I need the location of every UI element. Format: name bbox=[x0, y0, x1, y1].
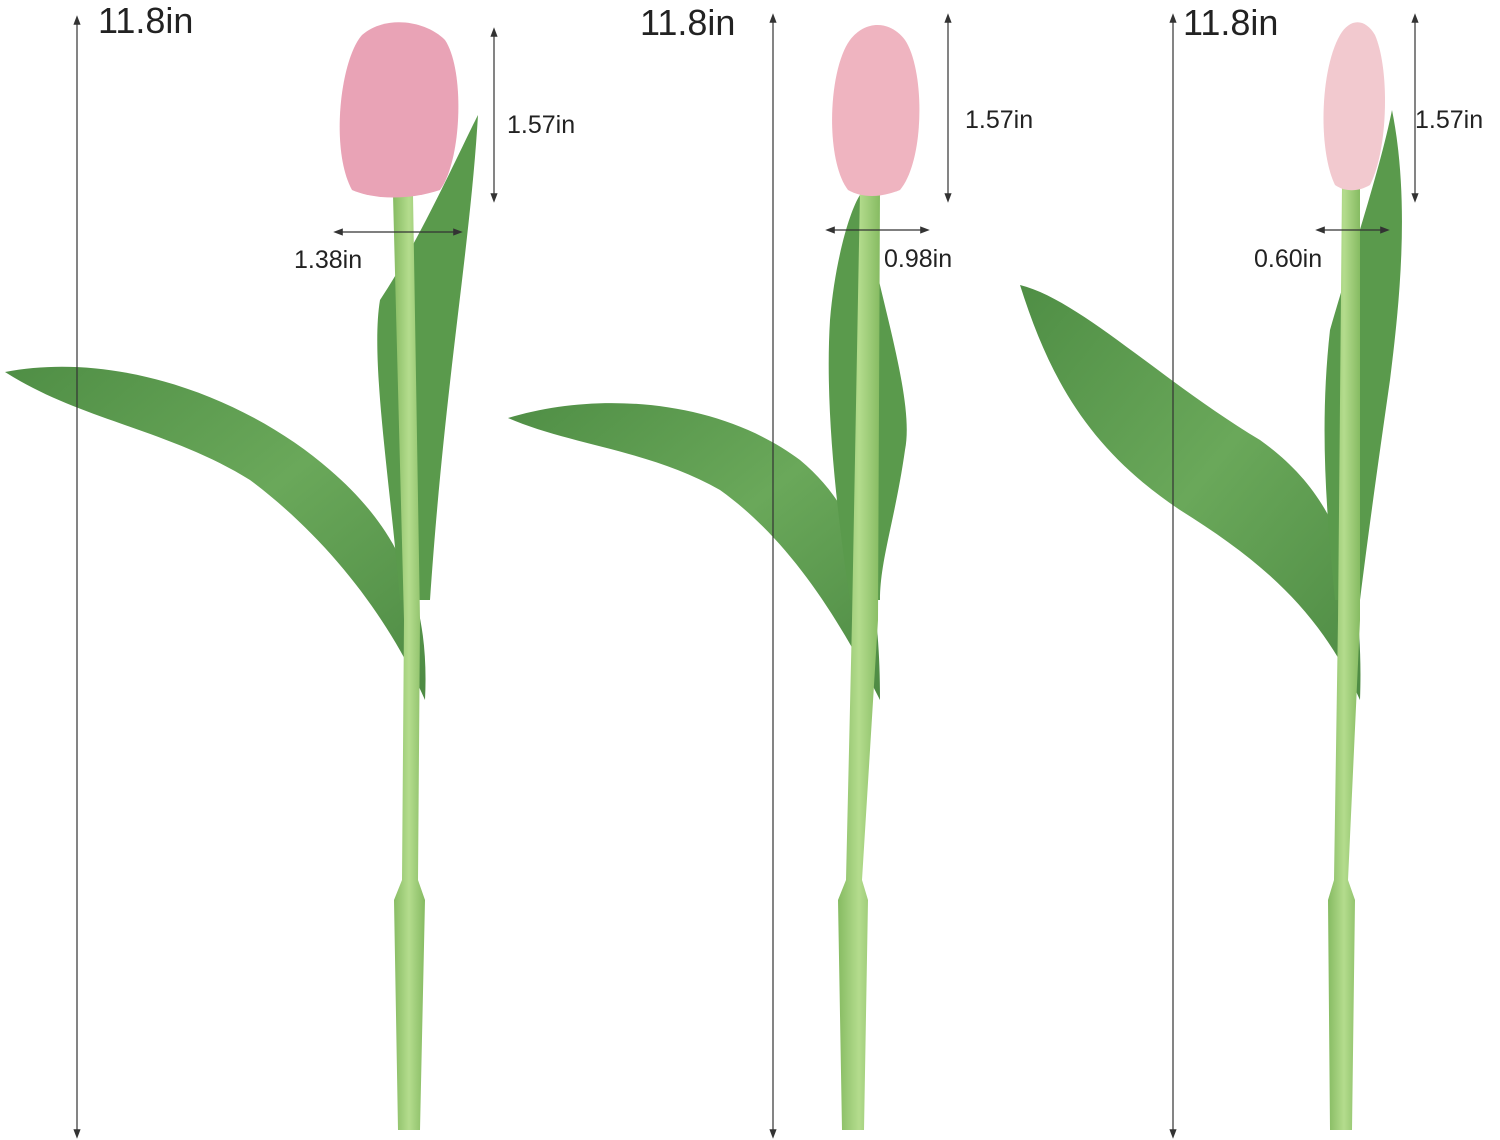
bud-height-label-2: 1.57in bbox=[965, 106, 1034, 134]
bud-width-label-2: 0.98in bbox=[884, 245, 953, 273]
leaf bbox=[1020, 285, 1361, 700]
bud bbox=[832, 25, 920, 196]
tulip-2 bbox=[508, 25, 920, 1130]
leaf bbox=[5, 366, 426, 700]
bud-width-label-1: 1.38in bbox=[294, 246, 363, 274]
bud bbox=[1323, 22, 1386, 191]
tulip-3 bbox=[1020, 22, 1402, 1130]
bud-height-label-3: 1.57in bbox=[1415, 106, 1484, 134]
dimension-lines bbox=[73, 13, 1419, 1139]
bud-height-label-1: 1.57in bbox=[507, 111, 576, 139]
stem bbox=[838, 190, 880, 1130]
tulip-1 bbox=[5, 22, 478, 1130]
height-label-2: 11.8in bbox=[640, 2, 736, 43]
bud bbox=[339, 22, 459, 198]
height-label-1: 11.8in bbox=[98, 0, 194, 41]
height-label-3: 11.8in bbox=[1183, 2, 1279, 43]
stem bbox=[393, 195, 425, 1130]
bud-width-label-3: 0.60in bbox=[1254, 245, 1323, 273]
leaf bbox=[508, 403, 880, 700]
stem bbox=[1328, 185, 1360, 1130]
